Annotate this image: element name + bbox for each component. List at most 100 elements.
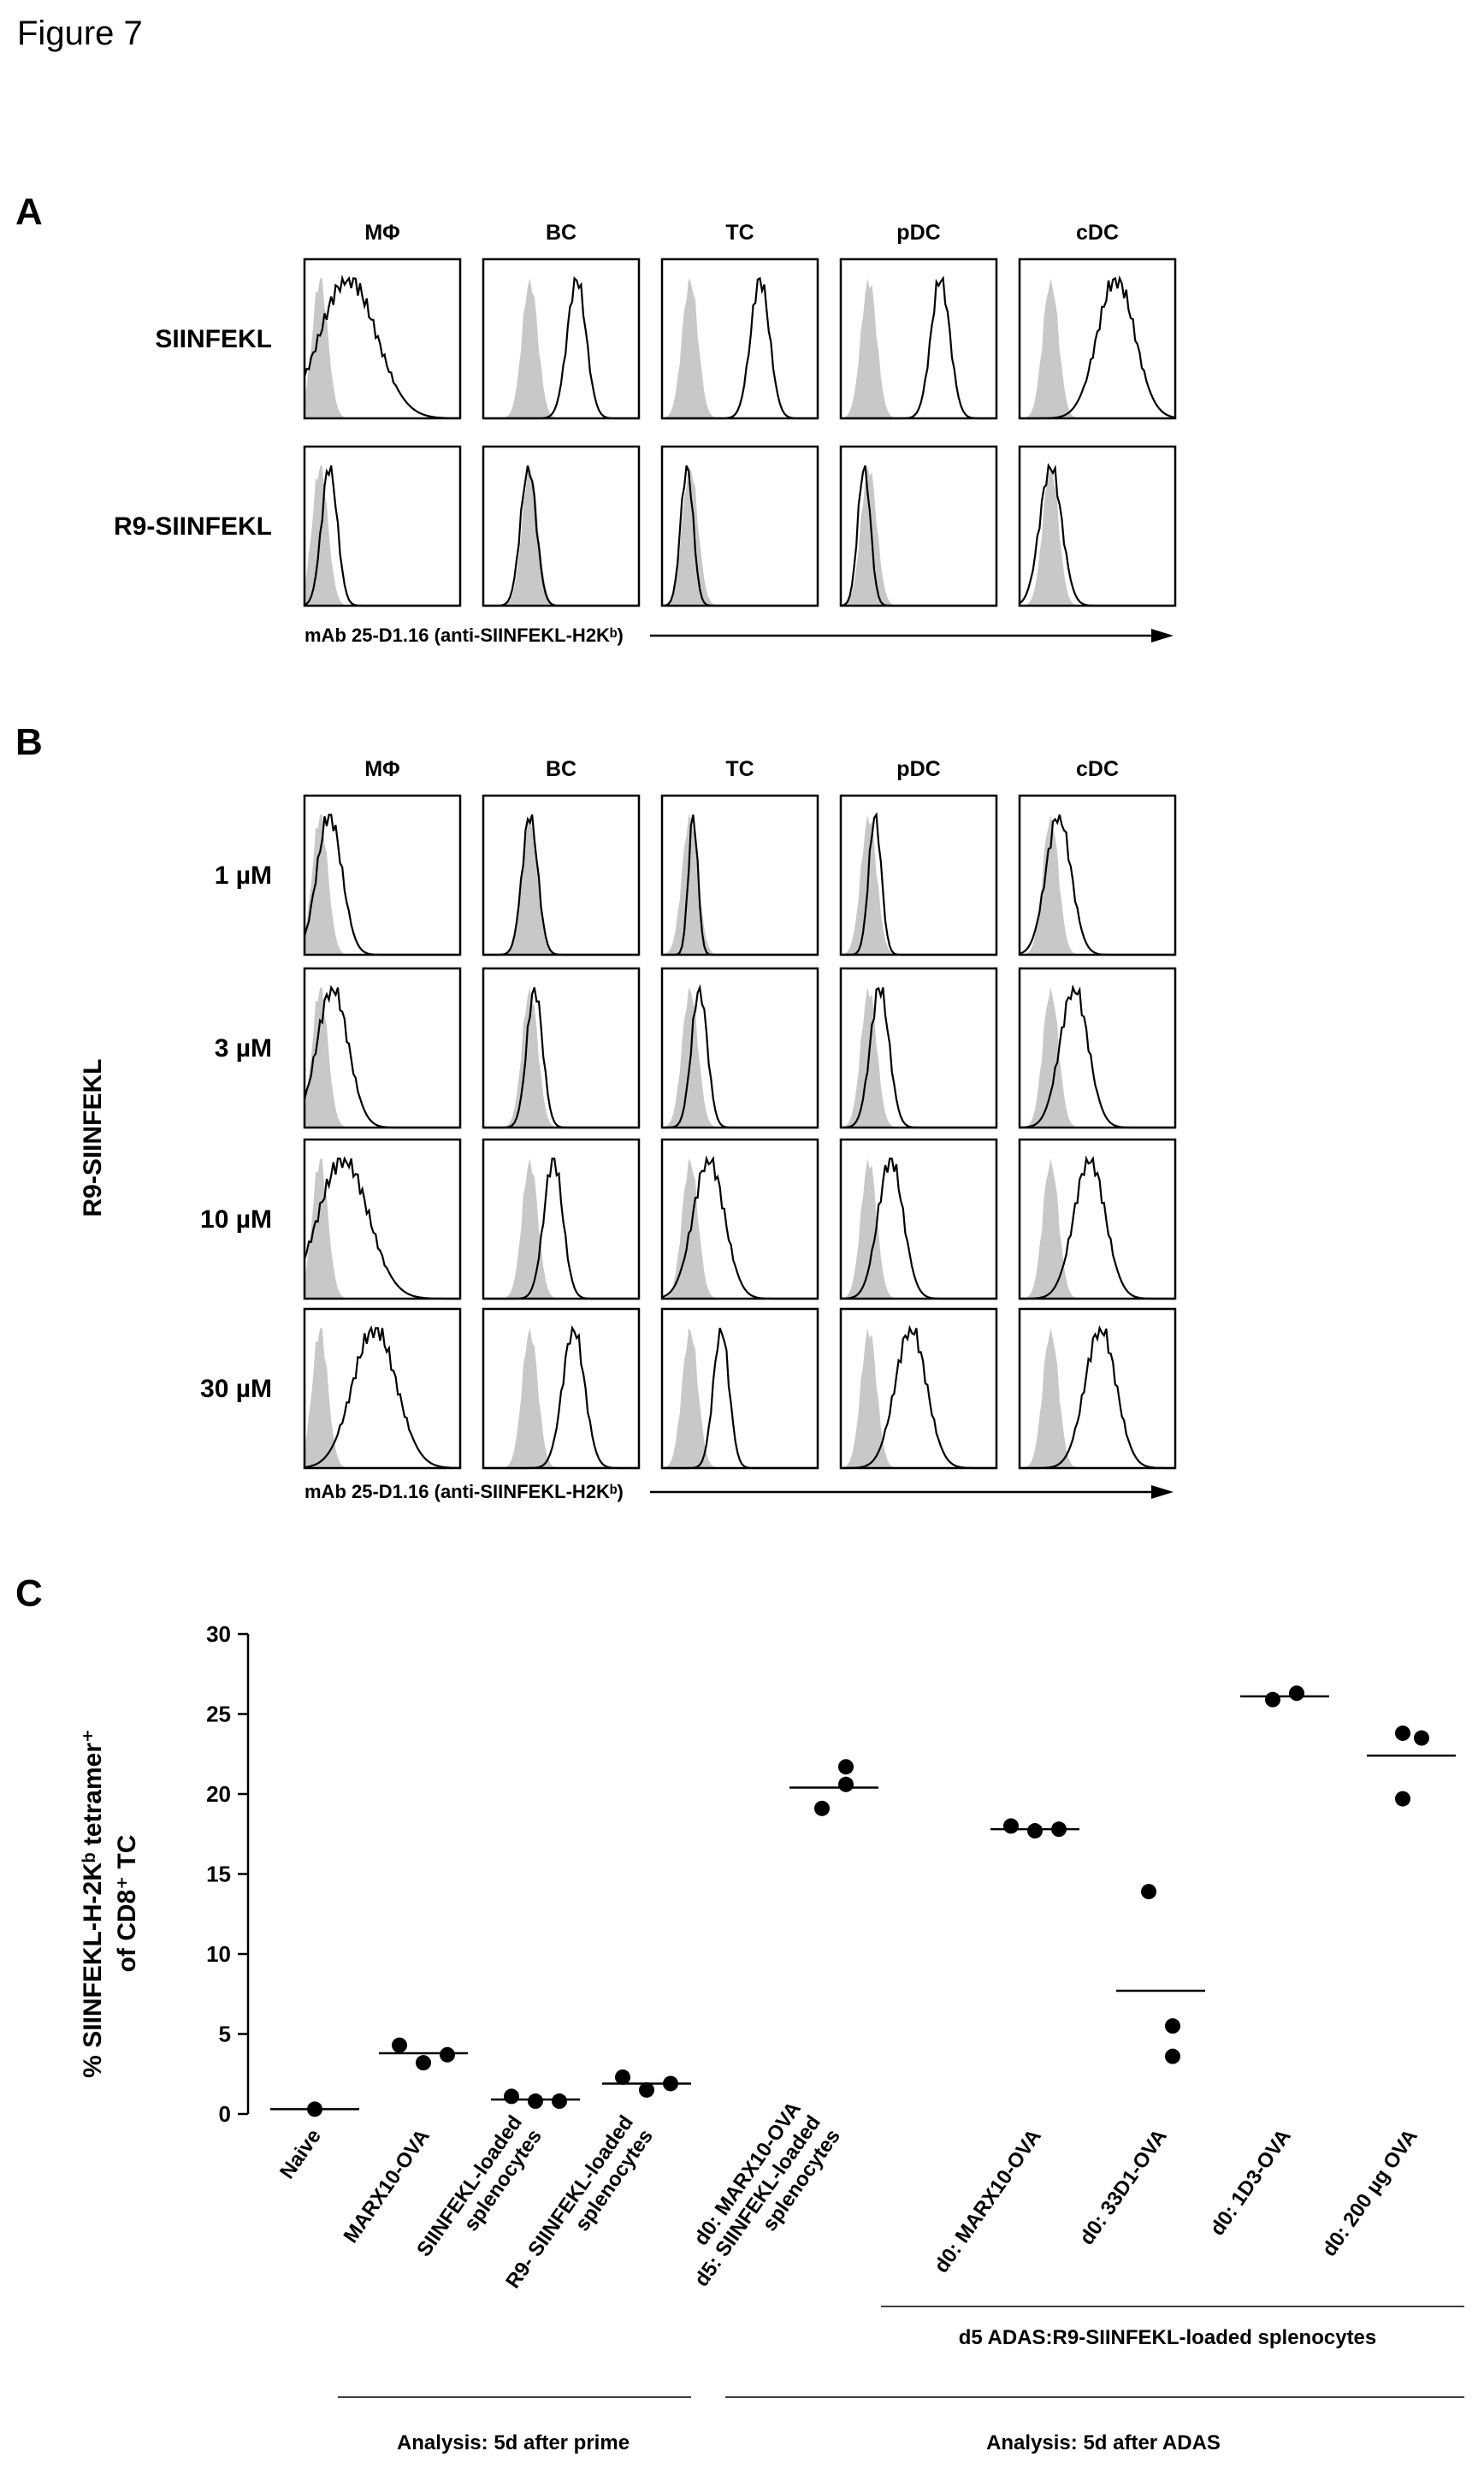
isotype-control-histogram	[483, 814, 639, 955]
isotype-control-histogram	[662, 278, 818, 418]
data-point	[615, 2069, 630, 2085]
isotype-control-histogram	[1020, 987, 1175, 1128]
histogram-frame	[660, 1307, 819, 1470]
histogram-cell	[660, 794, 819, 956]
panel-b-histograms: MΦ BC TC pDC cDC 1 µM 3 µM 10 µM 30 µM	[200, 757, 1177, 1470]
histogram-frame	[1018, 445, 1177, 607]
y-tick-label: 5	[219, 2022, 231, 2047]
data-point	[1027, 1823, 1043, 1839]
histogram-frame	[839, 794, 998, 956]
histogram-frame	[1018, 967, 1177, 1129]
histogram-cell	[660, 445, 819, 607]
isotype-control-histogram	[841, 814, 996, 955]
isotype-control-histogram	[662, 465, 818, 606]
group-right-label: Analysis: 5d after ADAS	[986, 2431, 1221, 2454]
column-label-bc: BC	[546, 757, 576, 781]
data-point	[1265, 1691, 1280, 1708]
sample-histogram-line	[483, 986, 639, 1129]
isotype-control-histogram	[662, 1328, 818, 1468]
data-point	[663, 2075, 678, 2092]
isotype-control-histogram	[304, 278, 460, 418]
category-label-naive: Naive	[275, 2125, 326, 2183]
data-point	[1165, 2048, 1180, 2064]
isotype-control-histogram	[483, 987, 639, 1128]
histogram-cell	[303, 1307, 462, 1470]
data-point	[1003, 1818, 1019, 1834]
isotype-control-histogram	[841, 1158, 996, 1299]
isotype-control-histogram	[662, 1158, 818, 1299]
sample-histogram-line	[483, 1158, 639, 1300]
histogram-frame	[482, 794, 641, 956]
isotype-control-histogram	[841, 465, 996, 606]
isotype-control-histogram	[304, 987, 460, 1128]
histogram-cell	[482, 258, 641, 420]
histogram-frame	[839, 967, 998, 1129]
data-point	[838, 1759, 854, 1775]
sample-histogram-line	[303, 274, 460, 419]
isotype-control-histogram	[662, 814, 818, 955]
isotype-control-histogram	[1020, 814, 1175, 955]
histogram-cell	[482, 967, 641, 1129]
category-label-d0-marx10-ova: d0: MARX10-OVA	[930, 2125, 1046, 2277]
data-point	[416, 2055, 431, 2071]
histogram-cell	[839, 967, 998, 1129]
histogram-cell	[660, 258, 819, 420]
panel-c-letter: C	[15, 1572, 43, 1614]
sample-histogram-line	[483, 814, 639, 956]
category-label-d0-1d3-ova: d0: 1D3-OVA	[1206, 2125, 1296, 2240]
isotype-control-histogram	[841, 1328, 996, 1468]
column-label-tc: TC	[725, 757, 754, 781]
data-point	[1395, 1725, 1410, 1741]
concentration-label-1-m: 1 µM	[215, 861, 272, 890]
histogram-frame	[839, 1307, 998, 1470]
histogram-frame	[1018, 258, 1177, 420]
histogram-cell	[482, 1138, 641, 1300]
histogram-frame	[660, 445, 819, 607]
histogram-cell	[660, 1138, 819, 1300]
histogram-frame	[660, 794, 819, 956]
isotype-control-histogram	[304, 814, 460, 955]
histogram-cell	[303, 258, 462, 420]
isotype-control-histogram	[662, 987, 818, 1128]
panel-b-arrow	[650, 1485, 1174, 1499]
concentration-label-10-m: 10 µM	[200, 1205, 272, 1234]
histogram-cell	[1018, 1138, 1177, 1300]
histogram-cell	[839, 1307, 998, 1470]
isotype-control-histogram	[483, 278, 639, 418]
isotype-control-histogram	[1020, 465, 1175, 606]
data-point	[528, 2093, 543, 2110]
data-point	[504, 2088, 519, 2105]
histogram-cell	[839, 445, 998, 607]
histogram-frame	[303, 794, 462, 956]
subgroup-label: d5 ADAS:R9-SIINFEKL-loaded splenocytes	[959, 2326, 1377, 2349]
panel-b-x-axis-label: mAb 25-D1.16 (anti-SIINFEKL-H2Kᵇ)	[304, 1481, 624, 1502]
y-tick-label: 30	[206, 1621, 231, 1647]
category-label-d0-200-g-ova: d0: 200 µg OVA	[1318, 2125, 1422, 2261]
column-label-m: MΦ	[364, 221, 399, 245]
data-point	[392, 2037, 407, 2053]
isotype-control-histogram	[1020, 278, 1175, 418]
data-point	[1165, 2018, 1180, 2034]
histogram-frame	[839, 445, 998, 607]
concentration-label-30-m: 30 µM	[200, 1375, 272, 1403]
data-point	[1141, 1884, 1156, 1900]
category-label-marx10-ova: MARX10-OVA	[340, 2125, 435, 2247]
histogram-frame	[1018, 1307, 1177, 1470]
row-label-r9-siinfekl: R9-SIINFEKL	[114, 512, 272, 541]
isotype-control-histogram	[483, 1328, 639, 1468]
column-label-m: MΦ	[364, 757, 399, 781]
sample-histogram-line	[483, 465, 639, 607]
y-tick-label: 15	[206, 1862, 231, 1887]
concentration-label-3-m: 3 µM	[215, 1034, 272, 1063]
sample-histogram-line	[483, 1325, 639, 1470]
histogram-frame	[839, 1138, 998, 1300]
row-label-siinfekl: SIINFEKL	[155, 325, 272, 353]
category-label-d0-marx10-ova-d5-siinfekl-loaded-splenocytes: d0: MARX10-OVAd5: SIINFEKL-loadedsplenoc…	[671, 2098, 845, 2305]
histogram-frame	[660, 967, 819, 1129]
data-point	[838, 1776, 854, 1792]
panel-a-letter: A	[15, 191, 43, 233]
data-point	[639, 2081, 654, 2098]
data-point	[1051, 1821, 1067, 1838]
isotype-control-histogram	[304, 465, 460, 606]
